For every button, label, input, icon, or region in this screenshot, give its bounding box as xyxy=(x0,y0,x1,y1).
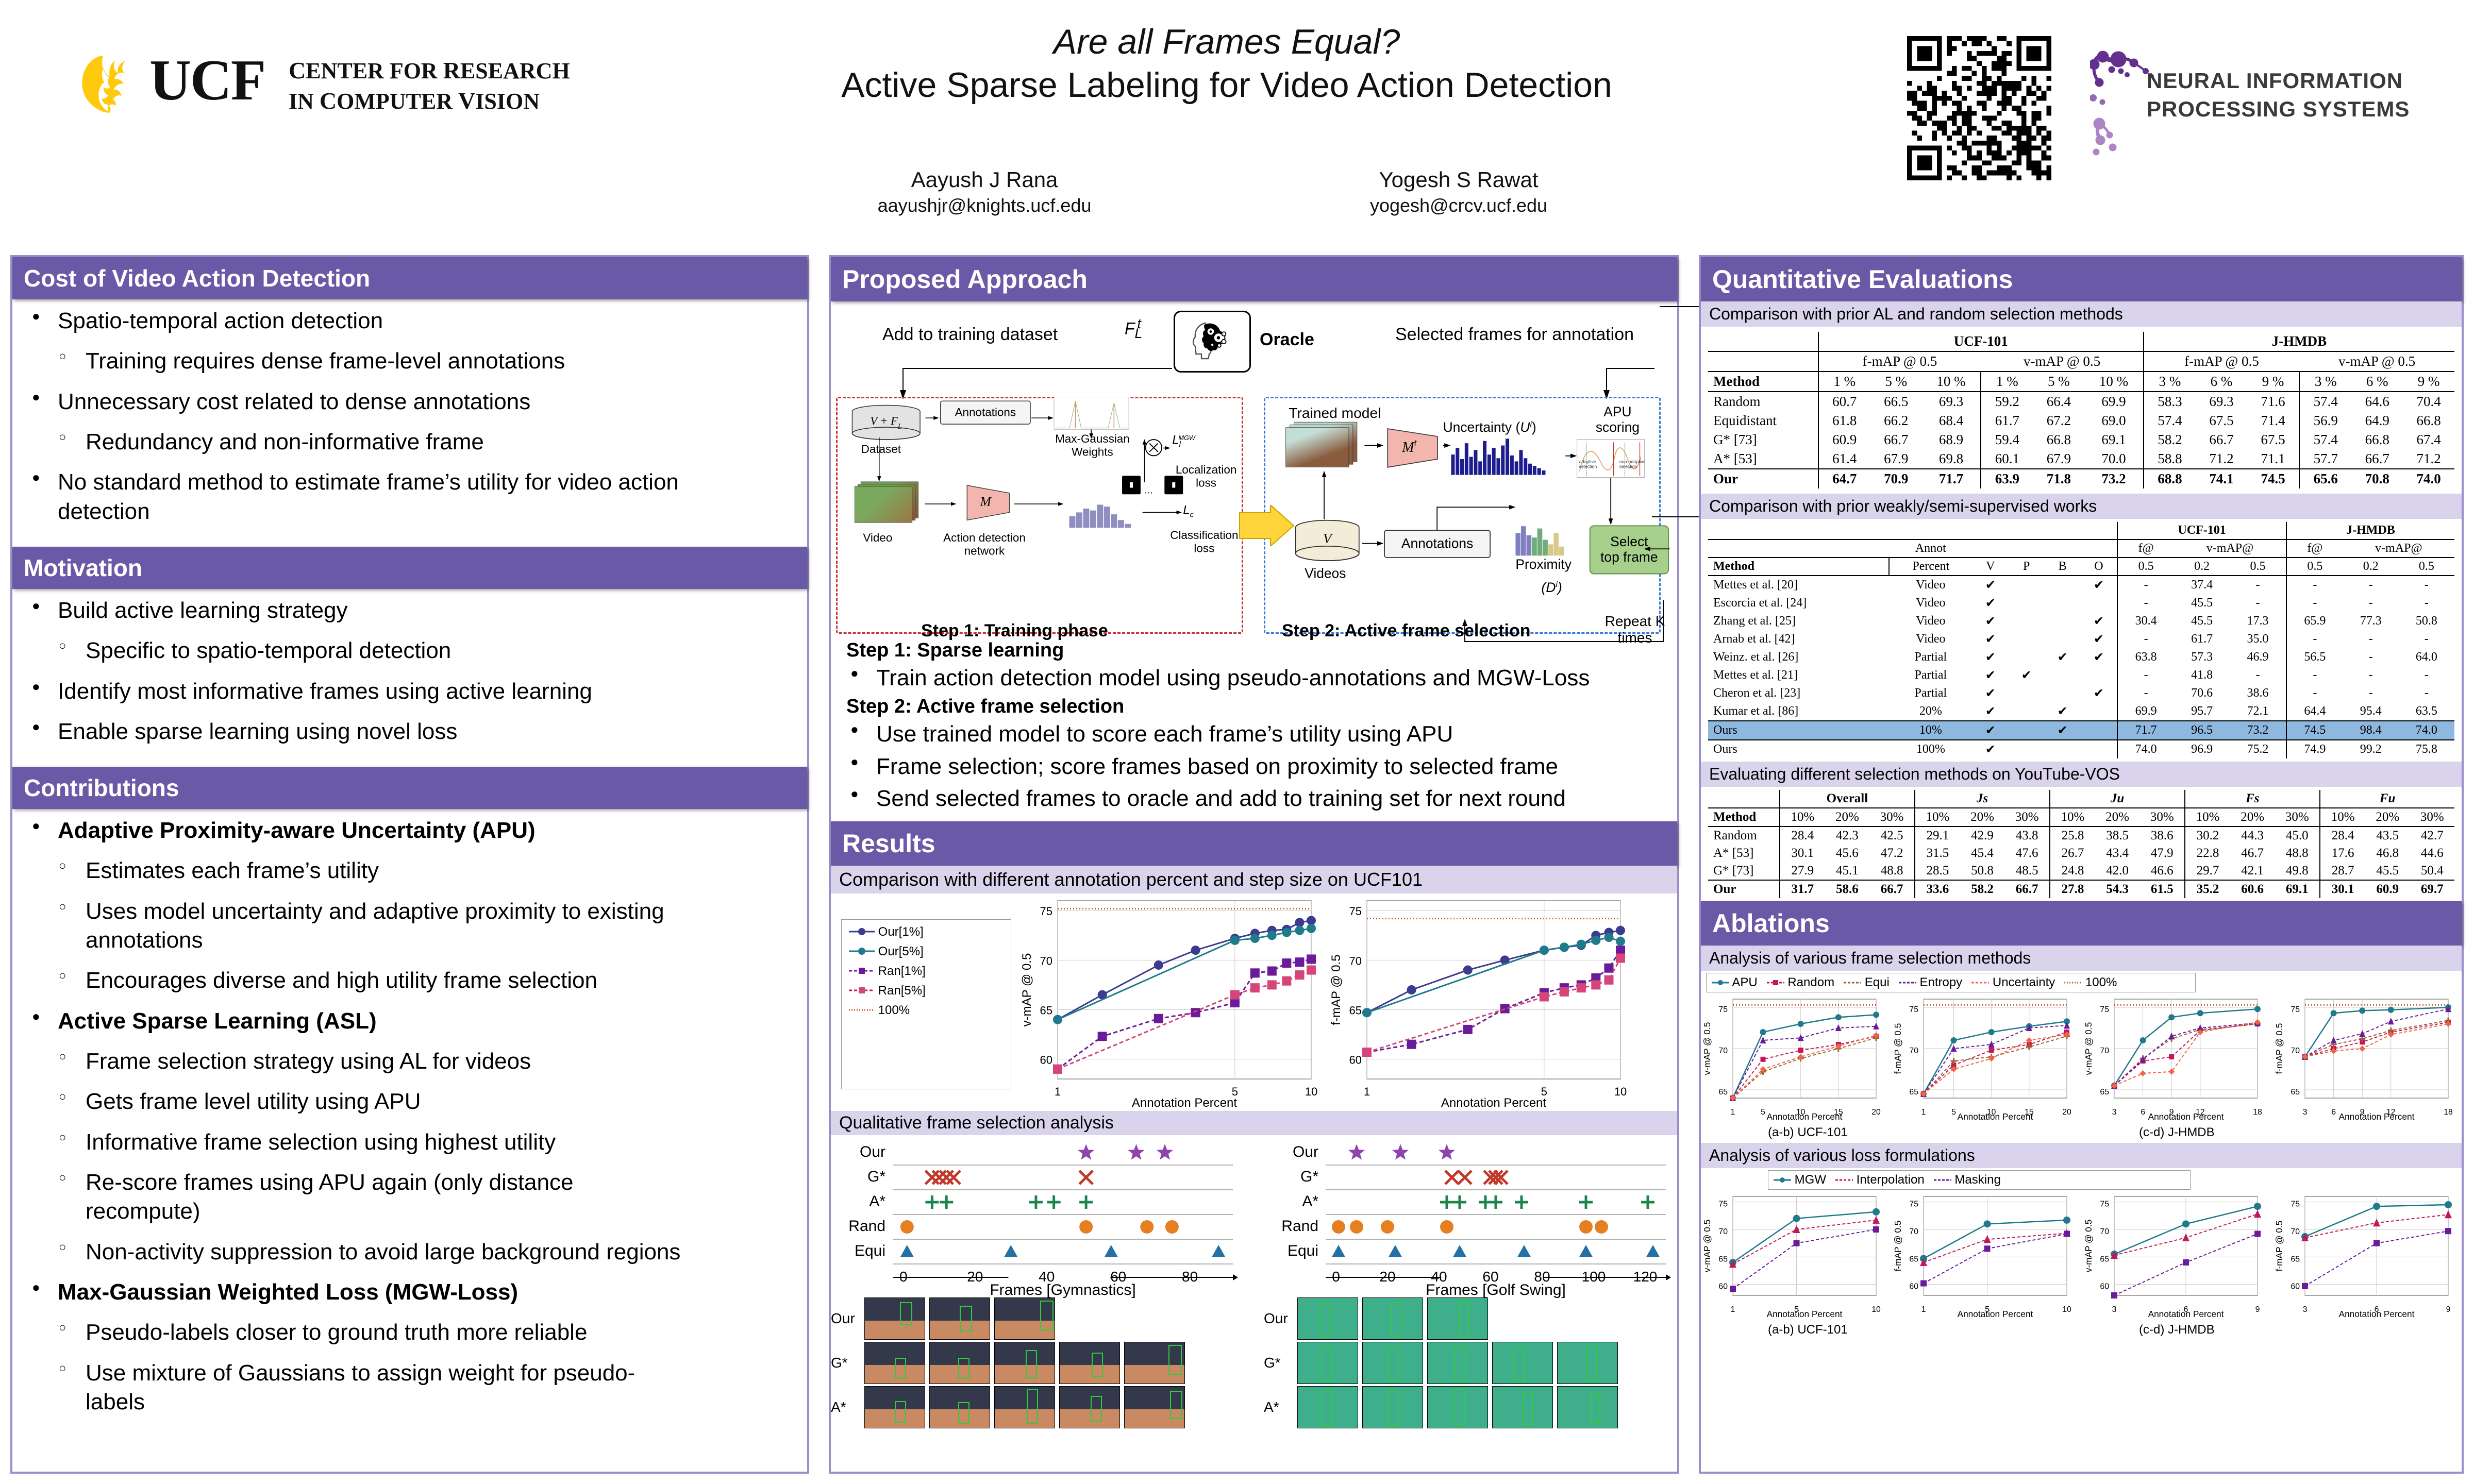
svg-text:G*: G* xyxy=(867,1168,885,1185)
svg-text:f-mAP @ 0.5: f-mAP @ 0.5 xyxy=(1893,1221,1903,1272)
svg-text:Annotation Percent: Annotation Percent xyxy=(1958,1309,2033,1319)
svg-text:60: 60 xyxy=(1718,1283,1728,1291)
svg-text:70: 70 xyxy=(1718,1227,1728,1236)
svg-text:75: 75 xyxy=(1349,905,1362,918)
svg-text:9: 9 xyxy=(2255,1305,2260,1314)
svg-text:1: 1 xyxy=(1055,1085,1061,1098)
svg-text:10: 10 xyxy=(1305,1085,1317,1098)
svg-text:10: 10 xyxy=(1871,1305,1881,1314)
svg-text:70: 70 xyxy=(1718,1047,1728,1055)
svg-text:Rand: Rand xyxy=(1281,1218,1318,1235)
svg-text:65: 65 xyxy=(1349,1004,1362,1017)
svg-text:65: 65 xyxy=(2100,1255,2109,1263)
svg-text:70: 70 xyxy=(1349,955,1362,968)
svg-text:80: 80 xyxy=(1182,1269,1198,1285)
svg-text:20: 20 xyxy=(2062,1108,2071,1117)
svg-text:1: 1 xyxy=(1731,1305,1735,1314)
svg-text:f-mAP @ 0.5: f-mAP @ 0.5 xyxy=(2274,1221,2284,1272)
svg-text:5: 5 xyxy=(1761,1108,1765,1117)
svg-text:75: 75 xyxy=(2291,1200,2300,1209)
svg-text:65: 65 xyxy=(1040,1004,1052,1017)
svg-text:20: 20 xyxy=(1871,1108,1881,1117)
svg-text:65: 65 xyxy=(1718,1088,1728,1097)
svg-text:Our: Our xyxy=(860,1143,885,1160)
svg-text:Our: Our xyxy=(1293,1143,1318,1160)
svg-text:Equi: Equi xyxy=(1288,1242,1318,1259)
svg-text:A*: A* xyxy=(869,1193,885,1210)
svg-text:100: 100 xyxy=(1582,1269,1606,1285)
svg-text:f-mAP @ 0.5: f-mAP @ 0.5 xyxy=(1893,1023,1903,1074)
svg-text:18: 18 xyxy=(2444,1108,2453,1117)
svg-text:70: 70 xyxy=(1909,1047,1918,1055)
svg-text:v-mAP @ 0.5: v-mAP @ 0.5 xyxy=(2083,1022,2094,1075)
svg-text:Frames [Golf Swing]: Frames [Golf Swing] xyxy=(1426,1281,1566,1298)
svg-text:3: 3 xyxy=(2303,1305,2308,1314)
svg-text:75: 75 xyxy=(1909,1005,1918,1014)
svg-text:70: 70 xyxy=(2291,1227,2300,1236)
svg-text:75: 75 xyxy=(1718,1005,1728,1014)
svg-text:3: 3 xyxy=(2303,1108,2308,1117)
svg-text:f-mAP @ 0.5: f-mAP @ 0.5 xyxy=(1331,955,1343,1025)
svg-text:0: 0 xyxy=(1332,1269,1340,1285)
svg-text:6: 6 xyxy=(2141,1108,2145,1117)
svg-text:Annotation Percent: Annotation Percent xyxy=(2148,1309,2224,1319)
svg-text:65: 65 xyxy=(1909,1088,1918,1097)
svg-text:75: 75 xyxy=(1718,1200,1728,1209)
svg-text:3: 3 xyxy=(2112,1108,2117,1117)
svg-text:70: 70 xyxy=(2100,1227,2109,1236)
svg-text:10: 10 xyxy=(1614,1085,1627,1098)
svg-text:65: 65 xyxy=(1909,1255,1918,1263)
svg-text:1: 1 xyxy=(1921,1305,1926,1314)
svg-text:3: 3 xyxy=(2112,1305,2117,1314)
svg-text:5: 5 xyxy=(1951,1108,1956,1117)
svg-text:9: 9 xyxy=(2446,1305,2451,1314)
svg-text:75: 75 xyxy=(1909,1200,1918,1209)
svg-text:A*: A* xyxy=(1302,1193,1318,1210)
svg-text:f-mAP @ 0.5: f-mAP @ 0.5 xyxy=(2274,1023,2284,1074)
svg-text:v-mAP @ 0.5: v-mAP @ 0.5 xyxy=(1702,1022,1712,1075)
svg-text:75: 75 xyxy=(2291,1005,2300,1014)
svg-text:v-mAP @ 0.5: v-mAP @ 0.5 xyxy=(1702,1220,1712,1273)
svg-text:6: 6 xyxy=(2331,1108,2336,1117)
svg-text:v-mAP @ 0.5: v-mAP @ 0.5 xyxy=(2083,1220,2094,1273)
svg-text:65: 65 xyxy=(2291,1255,2300,1263)
svg-text:Frames [Gymnastics]: Frames [Gymnastics] xyxy=(990,1281,1135,1298)
svg-text:60: 60 xyxy=(1909,1283,1918,1291)
svg-text:20: 20 xyxy=(967,1269,983,1285)
svg-text:Annotation Percent: Annotation Percent xyxy=(1767,1111,1843,1122)
svg-text:Annotation Percent: Annotation Percent xyxy=(2339,1309,2415,1319)
svg-text:Annotation Percent: Annotation Percent xyxy=(1132,1096,1237,1110)
svg-text:Rand: Rand xyxy=(848,1218,885,1235)
svg-text:18: 18 xyxy=(2253,1108,2262,1117)
svg-text:70: 70 xyxy=(2100,1047,2109,1055)
svg-text:75: 75 xyxy=(1040,905,1052,918)
svg-text:20: 20 xyxy=(1379,1269,1395,1285)
svg-text:10: 10 xyxy=(2062,1305,2071,1314)
svg-text:1: 1 xyxy=(1921,1108,1926,1117)
svg-text:v-mAP @ 0.5: v-mAP @ 0.5 xyxy=(1022,953,1034,1027)
svg-text:G*: G* xyxy=(1300,1168,1318,1185)
svg-text:70: 70 xyxy=(1040,955,1052,968)
svg-text:Annotation Percent: Annotation Percent xyxy=(2339,1111,2415,1122)
svg-text:Annotation Percent: Annotation Percent xyxy=(1767,1309,1843,1319)
svg-text:120: 120 xyxy=(1633,1269,1658,1285)
svg-text:Annotation Percent: Annotation Percent xyxy=(1441,1096,1546,1110)
svg-text:1: 1 xyxy=(1731,1108,1735,1117)
svg-text:75: 75 xyxy=(2100,1005,2109,1014)
svg-text:60: 60 xyxy=(2100,1283,2109,1291)
svg-text:Equi: Equi xyxy=(855,1242,885,1259)
svg-text:60: 60 xyxy=(2291,1283,2300,1291)
svg-text:60: 60 xyxy=(1349,1054,1362,1067)
svg-text:1: 1 xyxy=(1364,1085,1370,1098)
svg-text:65: 65 xyxy=(1718,1255,1728,1263)
svg-text:70: 70 xyxy=(1909,1227,1918,1236)
svg-text:Annotation Percent: Annotation Percent xyxy=(2148,1111,2224,1122)
svg-text:60: 60 xyxy=(1040,1054,1052,1067)
svg-text:Annotation Percent: Annotation Percent xyxy=(1958,1111,2033,1122)
svg-text:0: 0 xyxy=(899,1269,908,1285)
svg-text:65: 65 xyxy=(2100,1088,2109,1097)
svg-text:75: 75 xyxy=(2100,1200,2109,1209)
svg-text:70: 70 xyxy=(2291,1047,2300,1055)
svg-text:65: 65 xyxy=(2291,1088,2300,1097)
